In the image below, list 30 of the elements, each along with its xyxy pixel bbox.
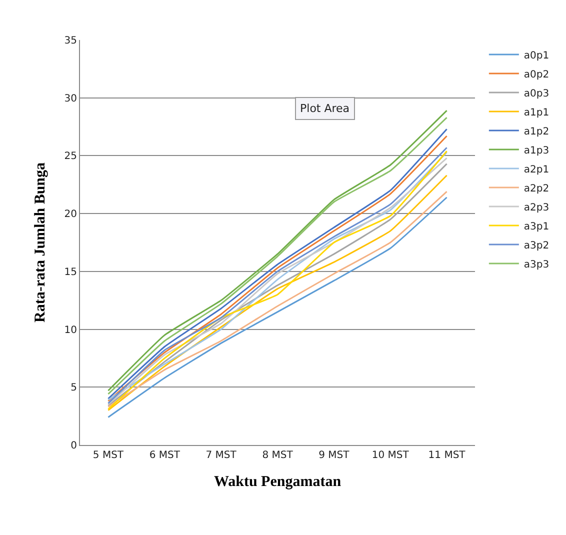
legend-label: a0p3 — [524, 88, 550, 100]
legend-label: a2p3 — [524, 202, 550, 214]
x-tick-label: 9 MST — [318, 450, 350, 461]
y-axis-title: Rata-rata Jumlah Bunga — [32, 162, 49, 323]
legend-label: a0p1 — [524, 50, 550, 62]
annotation: Plot Area — [300, 102, 350, 115]
x-tick-label: 5 MST — [92, 450, 124, 461]
x-tick-label: 10 MST — [372, 450, 410, 461]
legend-label: a1p1 — [524, 107, 550, 118]
y-tick-label: 15 — [64, 266, 77, 278]
y-tick-label: 35 — [64, 36, 77, 46]
legend-label: a3p3 — [524, 259, 550, 270]
legend-label: a0p2 — [524, 69, 550, 80]
y-tick-label: 10 — [64, 324, 77, 336]
legend-label: a3p1 — [524, 221, 550, 232]
x-tick-label: 11 MST — [428, 450, 466, 461]
legend-label: a3p2 — [524, 240, 550, 252]
legend-label: a2p1 — [524, 164, 550, 176]
legend-label: a1p3 — [524, 145, 550, 156]
y-tick-label: 0 — [70, 440, 77, 452]
legend-label: a1p2 — [524, 126, 550, 138]
x-tick-label: 7 MST — [206, 450, 238, 461]
legend-label: a2p2 — [524, 183, 550, 194]
x-tick-label: 6 MST — [149, 450, 181, 461]
y-tick-label: 5 — [70, 382, 77, 394]
x-axis-title: Waktu Pengamatan — [214, 474, 342, 490]
x-tick-label: 8 MST — [262, 450, 294, 461]
y-tick-label: 20 — [64, 209, 77, 220]
y-tick-label: 30 — [64, 93, 77, 104]
y-tick-label: 25 — [64, 151, 77, 162]
